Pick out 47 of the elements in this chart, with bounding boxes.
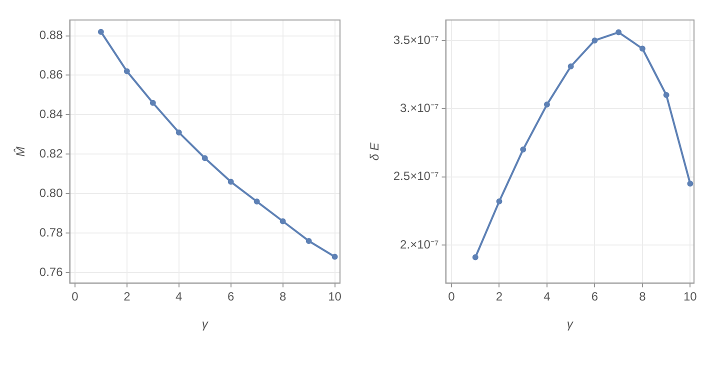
- point: [176, 129, 182, 136]
- y-tick-label: 0.78: [39, 225, 64, 240]
- point: [280, 218, 286, 224]
- y-tick-label: 0.88: [39, 28, 64, 42]
- x-tick-label: 0: [72, 290, 79, 304]
- y-axis-title: δ E: [368, 142, 382, 161]
- point: [592, 37, 598, 44]
- point: [568, 63, 574, 70]
- y-tick-label: 2.5×10⁻⁷: [393, 169, 439, 184]
- y-tick-label: 3.5×10⁻⁷: [393, 32, 439, 47]
- point: [332, 254, 338, 260]
- y-axis-title: M̂: [14, 146, 28, 157]
- y-tick-label: 0.76: [39, 264, 64, 279]
- x-tick-label: 4: [176, 290, 183, 304]
- x-tick-label: 2: [496, 290, 503, 304]
- point: [663, 92, 670, 98]
- y-tick-label: 0.82: [39, 146, 64, 160]
- x-tick-label: 4: [544, 290, 551, 304]
- point: [687, 180, 694, 187]
- point: [544, 102, 550, 108]
- point: [98, 28, 104, 35]
- point: [496, 198, 502, 204]
- x-tick-label: 6: [228, 290, 235, 304]
- x-axis-title: γ: [566, 317, 574, 332]
- x-tick-label: 8: [639, 290, 646, 304]
- x-tick-label: 8: [279, 290, 286, 304]
- y-tick-label: 0.86: [39, 68, 64, 82]
- x-axis-title: γ: [202, 317, 209, 332]
- x-tick-label: 6: [591, 290, 598, 304]
- point: [472, 254, 478, 260]
- point: [639, 46, 646, 52]
- x-tick-label: 10: [684, 290, 698, 304]
- point: [124, 68, 130, 74]
- point: [228, 178, 234, 185]
- point: [520, 146, 526, 153]
- point: [254, 198, 260, 205]
- y-tick-label: 0.80: [39, 186, 64, 200]
- point: [306, 238, 312, 244]
- y-tick-label: 0.84: [39, 107, 64, 122]
- y-tick-label: 2.×10⁻⁷: [400, 237, 439, 252]
- point: [616, 29, 622, 36]
- point: [150, 100, 156, 106]
- y-tick-label: 3.×10⁻⁷: [400, 100, 439, 115]
- point: [202, 155, 208, 162]
- x-tick-label: 0: [448, 290, 456, 304]
- x-tick-label: 2: [124, 290, 131, 304]
- x-tick-label: 10: [328, 290, 342, 304]
